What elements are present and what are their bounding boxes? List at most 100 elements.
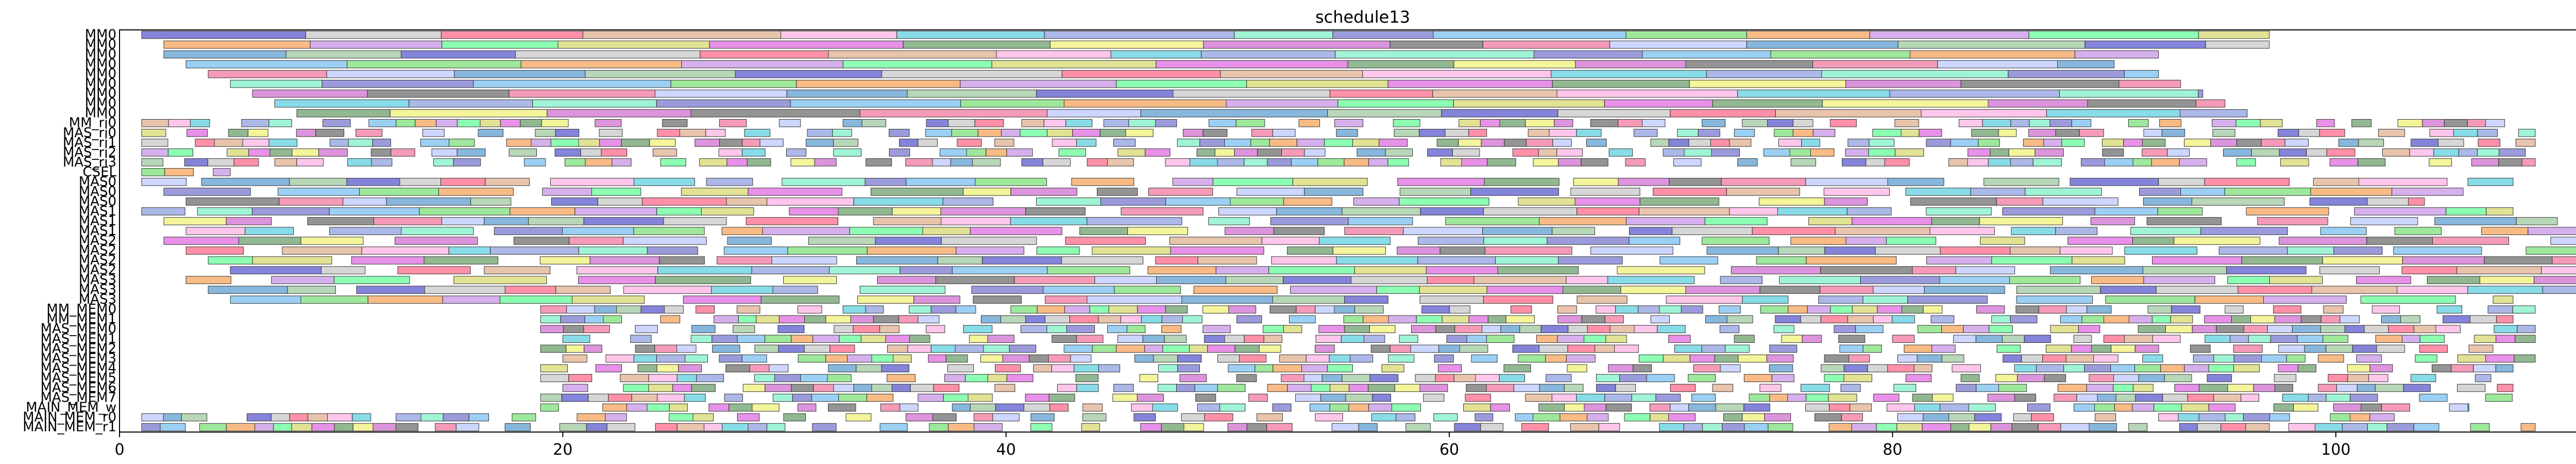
- task-block: [2552, 256, 2576, 264]
- task-block: [2063, 364, 2085, 373]
- task-block: [944, 374, 966, 383]
- task-block: [918, 139, 938, 147]
- task-block: [887, 344, 908, 353]
- task-block: [2024, 335, 2051, 343]
- task-block: [2180, 109, 2248, 118]
- task-block: [847, 354, 872, 363]
- task-block: [2010, 315, 2038, 323]
- task-block: [2326, 148, 2355, 157]
- task-block: [2076, 393, 2098, 402]
- task-block: [321, 79, 474, 88]
- task-block: [540, 305, 567, 313]
- task-block: [1342, 207, 1421, 216]
- task-block: [1617, 266, 1705, 274]
- task-block: [2444, 119, 2468, 127]
- task-block: [2128, 423, 2148, 432]
- task-block: [2143, 266, 2227, 274]
- task-block: [2263, 295, 2347, 304]
- task-block: [2154, 403, 2182, 412]
- task-block: [1995, 374, 2018, 383]
- task-block: [327, 413, 353, 422]
- task-block: [1128, 119, 1156, 127]
- task-block: [1975, 335, 2003, 343]
- task-block: [1987, 393, 2015, 402]
- task-block: [1939, 276, 2010, 284]
- task-block: [141, 129, 166, 137]
- task-block: [2350, 217, 2418, 225]
- task-block: [1202, 129, 1228, 137]
- task-block: [2402, 256, 2485, 264]
- task-block: [2496, 335, 2516, 343]
- y-tick-label: MAS1: [79, 213, 116, 229]
- task-block: [1438, 344, 1460, 353]
- task-block: [2493, 295, 2514, 304]
- task-block: [811, 393, 839, 402]
- task-block: [2119, 79, 2181, 88]
- task-block: [1919, 129, 1942, 137]
- task-block: [441, 217, 485, 225]
- task-block: [1164, 335, 1187, 343]
- task-block: [2226, 266, 2307, 274]
- task-block: [1368, 403, 1393, 412]
- task-block: [2278, 344, 2305, 353]
- task-block: [1344, 295, 1388, 304]
- task-block: [2010, 119, 2030, 127]
- task-block: [2192, 325, 2217, 333]
- task-block: [2333, 403, 2362, 412]
- task-block: [1490, 403, 1510, 412]
- task-block: [955, 344, 984, 353]
- task-block: [1399, 188, 1471, 196]
- task-block: [1685, 286, 1760, 294]
- task-block: [1215, 266, 1269, 274]
- task-block: [918, 393, 944, 402]
- task-block: [1743, 374, 1772, 383]
- task-block: [1567, 344, 1596, 353]
- task-block: [653, 148, 677, 157]
- task-block: [719, 354, 742, 363]
- task-block: [1219, 403, 1246, 412]
- task-block: [2351, 119, 2372, 127]
- task-block: [2089, 423, 2117, 432]
- task-block: [2352, 344, 2377, 353]
- task-block: [1683, 423, 1703, 432]
- task-block: [2481, 227, 2529, 235]
- task-block: [1369, 374, 1399, 383]
- task-block: [1587, 325, 1611, 333]
- task-block: [2350, 413, 2370, 422]
- task-block: [1156, 276, 1226, 284]
- task-block: [539, 256, 590, 264]
- task-block: [1432, 89, 1557, 98]
- task-block: [1714, 354, 1739, 363]
- task-block: [540, 403, 559, 412]
- task-block: [1734, 129, 1755, 137]
- task-block: [1605, 335, 1627, 343]
- y-tick-label: MAS_ri2: [63, 145, 116, 160]
- task-block: [918, 315, 940, 323]
- task-block: [907, 344, 931, 353]
- task-block: [1113, 139, 1136, 147]
- task-block: [1002, 354, 1030, 363]
- task-block: [1037, 305, 1065, 313]
- task-block: [540, 344, 567, 353]
- task-block: [1217, 158, 1245, 167]
- task-block: [994, 139, 1014, 147]
- task-block: [248, 148, 270, 157]
- task-block: [2253, 384, 2276, 392]
- task-block: [1743, 403, 1770, 412]
- task-block: [704, 423, 723, 432]
- task-block: [1573, 178, 1619, 186]
- task-block: [2304, 344, 2327, 353]
- y-tick-label: MAS3: [79, 292, 116, 307]
- task-block: [626, 403, 648, 412]
- task-block: [1598, 423, 1620, 432]
- task-block: [1556, 89, 1738, 98]
- task-block: [1291, 158, 1318, 167]
- task-block: [2284, 139, 2309, 147]
- task-block: [856, 256, 938, 264]
- task-block: [789, 207, 839, 216]
- task-block: [1304, 188, 1364, 196]
- task-block: [2427, 276, 2480, 284]
- task-block: [1033, 364, 1052, 373]
- task-block: [1584, 335, 1606, 343]
- task-block: [2336, 384, 2358, 392]
